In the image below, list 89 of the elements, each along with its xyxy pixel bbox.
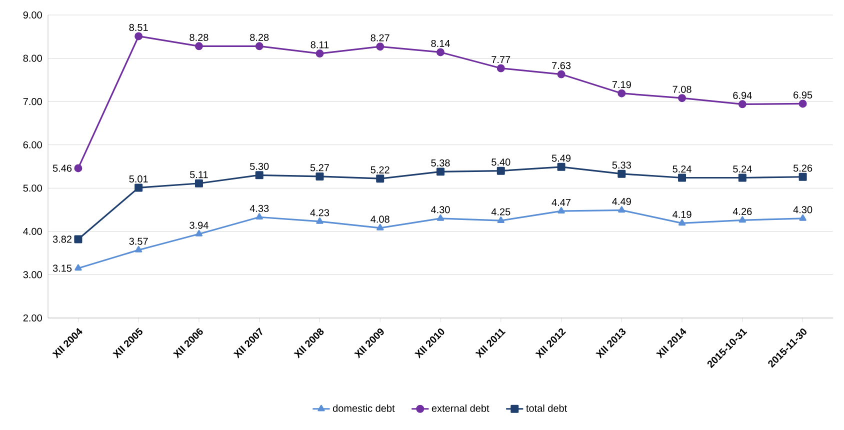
- point: [376, 42, 384, 51]
- data-label: 5.22: [370, 166, 390, 174]
- data-label: 4.26: [732, 208, 752, 215]
- point: [738, 100, 746, 108]
- point: [194, 179, 203, 188]
- data-label: 4.30: [431, 206, 450, 214]
- point: [738, 174, 746, 182]
- point: [557, 162, 566, 171]
- point: [798, 100, 807, 108]
- y-tick-label: 5.00: [23, 184, 42, 192]
- data-label: 4.08: [370, 216, 390, 223]
- point: [678, 219, 686, 226]
- point: [618, 170, 626, 178]
- legend-label: total debt: [526, 404, 568, 412]
- point: [678, 94, 686, 102]
- data-label: 7.63: [552, 62, 571, 70]
- data-label: 4.25: [491, 208, 510, 216]
- point: [376, 224, 384, 230]
- data-label: 7.19: [612, 81, 631, 88]
- point: [316, 50, 324, 58]
- point: [256, 213, 263, 220]
- point: [74, 235, 82, 244]
- point: [678, 174, 686, 182]
- point: [618, 206, 626, 213]
- data-label: 8.28: [250, 34, 269, 41]
- data-label: 5.33: [612, 162, 631, 169]
- point: [738, 216, 746, 223]
- point: [497, 216, 504, 223]
- point: [798, 172, 807, 181]
- data-label: 7.77: [492, 56, 510, 64]
- data-label: 3.57: [129, 238, 148, 245]
- data-label: 5.30: [250, 162, 269, 170]
- point: [618, 89, 626, 98]
- y-tick-label: 2.00: [23, 314, 42, 322]
- point: [436, 214, 444, 221]
- point: [135, 246, 142, 252]
- data-label: 4.19: [672, 210, 692, 218]
- point: [194, 42, 203, 50]
- data-label: 5.46: [52, 164, 72, 172]
- data-label: 8.51: [129, 24, 148, 32]
- data-label: 8.11: [310, 41, 329, 48]
- data-label: 4.47: [552, 198, 571, 206]
- data-label: 5.38: [431, 159, 450, 166]
- data-label: 4.33: [250, 204, 269, 212]
- data-label: 4.49: [612, 198, 631, 206]
- data-label: 3.15: [52, 264, 72, 272]
- data-label: 6.94: [733, 92, 752, 99]
- data-label: 5.49: [552, 154, 571, 162]
- y-tick-label: 4.00: [23, 228, 42, 235]
- y-tick-label: 8.00: [23, 54, 42, 62]
- point: [496, 166, 505, 175]
- point: [799, 214, 806, 221]
- point: [376, 174, 384, 183]
- legend-label: external debt: [432, 404, 490, 412]
- y-tick-label: 3.00: [23, 271, 42, 278]
- point: [496, 64, 505, 72]
- y-tick-label: 6.00: [23, 141, 42, 148]
- data-label: 5.24: [733, 165, 752, 173]
- data-label: 3.94: [190, 222, 208, 229]
- point: [255, 42, 264, 50]
- point: [316, 172, 324, 180]
- point: [255, 171, 264, 180]
- point: [316, 217, 324, 224]
- point: [74, 264, 82, 271]
- data-label: 6.95: [794, 91, 812, 99]
- data-label: 5.01: [129, 175, 148, 182]
- data-label: 4.23: [310, 209, 330, 216]
- data-label: 5.26: [793, 164, 812, 172]
- point: [134, 184, 143, 192]
- data-label: 5.11: [190, 171, 208, 178]
- data-label: 8.14: [431, 40, 450, 48]
- data-label: 4.30: [793, 206, 812, 214]
- data-label: 5.27: [310, 164, 329, 172]
- point: [436, 168, 444, 176]
- point: [195, 230, 203, 236]
- legend-label: domestic debt: [332, 404, 395, 412]
- y-tick-label: 9.00: [23, 11, 42, 19]
- point: [558, 207, 565, 214]
- point: [74, 164, 82, 172]
- data-label: 7.08: [672, 86, 692, 93]
- y-tick-label: 7.00: [23, 98, 42, 106]
- data-label: 5.40: [492, 158, 510, 166]
- data-label: 8.27: [370, 34, 390, 42]
- data-label: 3.82: [52, 236, 72, 243]
- point: [557, 70, 566, 78]
- data-label: 8.28: [190, 34, 208, 41]
- point: [436, 48, 444, 56]
- data-label: 5.24: [672, 165, 692, 173]
- point: [134, 32, 143, 40]
